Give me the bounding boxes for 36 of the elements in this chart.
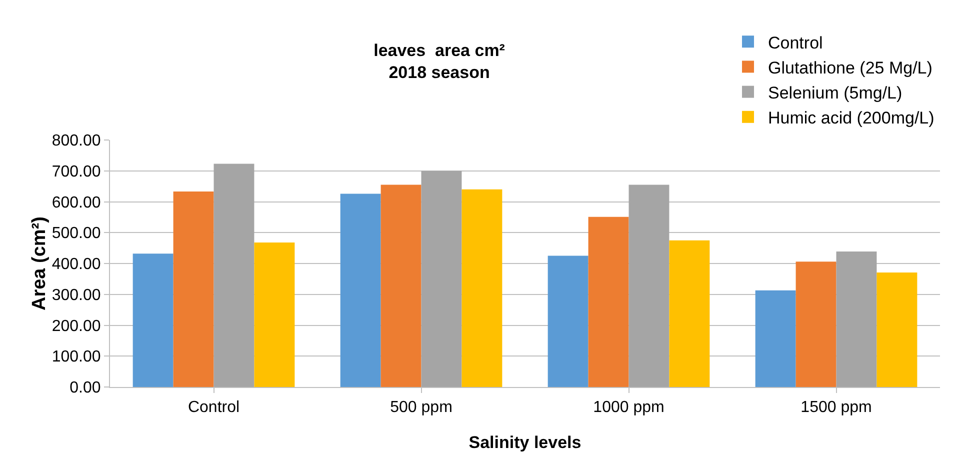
y-tick-label: 400.00: [52, 256, 101, 274]
legend-label: Selenium (5mg/L): [768, 83, 902, 102]
y-tick-label: 800.00: [52, 132, 101, 150]
bar: [340, 194, 381, 387]
y-tick-label: 100.00: [52, 348, 101, 366]
bar: [421, 170, 462, 387]
y-tick-label: 700.00: [52, 163, 101, 180]
bar: [462, 189, 502, 387]
x-tick-label: 1000 ppm: [593, 399, 664, 416]
y-tick-label: 200.00: [52, 318, 101, 335]
bar: [173, 192, 214, 387]
y-axis-title: Area (cm²): [28, 216, 50, 310]
bar: [876, 272, 918, 387]
x-axis-title: Salinity levels: [468, 433, 582, 452]
bar: [628, 184, 670, 387]
bar: [669, 240, 710, 387]
y-tick-label: 600.00: [52, 194, 101, 212]
x-tick-label: 1500 ppm: [800, 399, 872, 416]
bar: [132, 254, 174, 387]
legend-label: Control: [768, 33, 823, 52]
y-tick-label: 0.00: [70, 380, 101, 397]
bar: [380, 184, 422, 387]
bar: [836, 251, 877, 387]
bar: [588, 216, 629, 387]
legend-label: Glutathione (25 Mg/L): [768, 58, 932, 78]
bar: [254, 242, 295, 387]
x-tick-label: Control: [188, 399, 240, 416]
chart-title: leaves area cm² 2018 season: [374, 41, 506, 82]
y-tick-label: 500.00: [52, 225, 101, 242]
bar: [214, 164, 254, 387]
bar: [755, 290, 796, 387]
bar: [548, 256, 588, 387]
y-tick-label: 300.00: [52, 286, 101, 304]
bar: [796, 262, 836, 387]
x-tick-label: 500 ppm: [390, 399, 452, 416]
legend-label: Humic acid (200mg/L): [768, 108, 934, 128]
